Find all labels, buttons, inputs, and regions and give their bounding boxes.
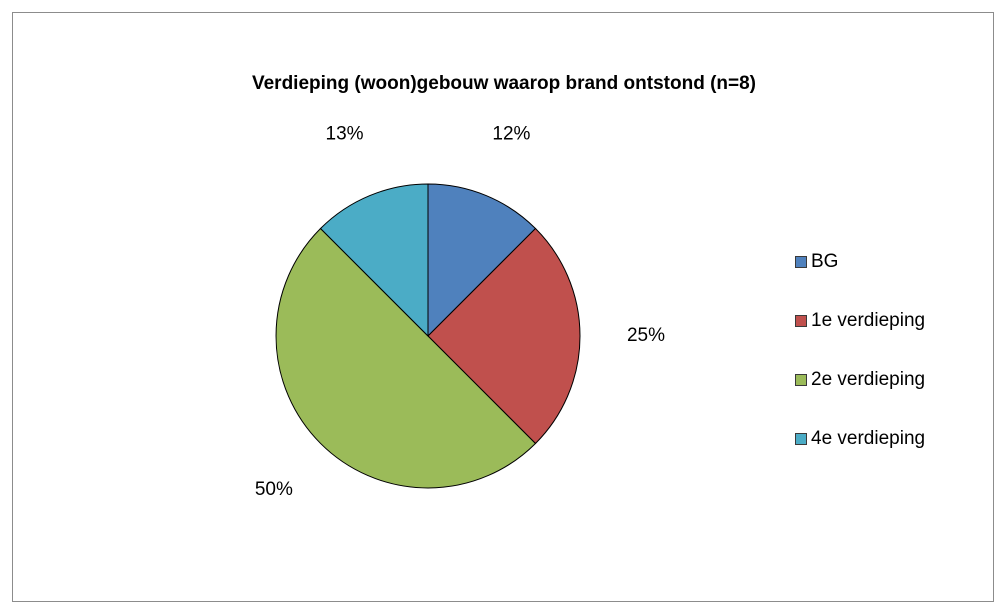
chart-title: Verdieping (woon)gebouw waarop brand ont… [251, 73, 757, 94]
legend-swatch [795, 433, 807, 445]
pie-slice-4e-verdieping [319, 183, 429, 338]
legend-swatch [795, 374, 807, 386]
data-label: 50% [255, 479, 293, 500]
pie-chart: 12% 25% 50% 13% [255, 124, 665, 501]
legend-item: 2e verdieping [795, 365, 925, 395]
pie-slice-2e-verdieping [275, 227, 537, 489]
legend-item: 4e verdieping [795, 424, 925, 454]
legend-label: 2e verdieping [811, 369, 926, 390]
legend-label: 4e verdieping [811, 428, 926, 449]
legend-swatch [795, 256, 807, 268]
legend-swatch [795, 315, 807, 327]
legend-label: 1e verdieping [811, 310, 926, 331]
legend-item: 1e verdieping [795, 306, 925, 336]
data-label: 13% [326, 124, 364, 145]
pie-slice-1e-verdieping [427, 227, 581, 445]
chart-area: Verdieping (woon)gebouw waarop brand ont… [12, 12, 994, 602]
legend-label: BG [811, 251, 839, 272]
legend-item: BG [795, 247, 925, 277]
legend: BG 1e verdieping 2e verdieping 4e verdiepin… [795, 247, 925, 483]
pie-slice-bg [427, 183, 537, 338]
data-label: 12% [492, 124, 530, 145]
data-label: 25% [627, 325, 665, 346]
